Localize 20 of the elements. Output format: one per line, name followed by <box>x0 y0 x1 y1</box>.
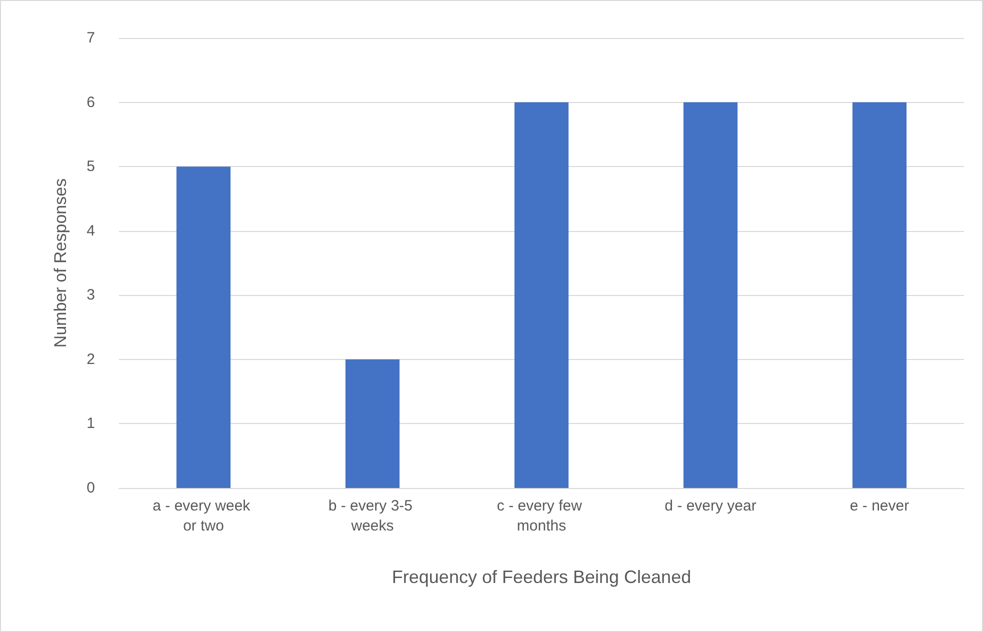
bar <box>514 102 569 488</box>
bar <box>852 102 907 488</box>
x-axis-title: Frequency of Feeders Being Cleaned <box>392 567 692 587</box>
y-tick-label: 6 <box>86 94 95 111</box>
y-tick-label: 7 <box>86 30 95 46</box>
x-tick-label: c - every few months <box>496 498 586 534</box>
y-tick-label: 0 <box>86 480 95 496</box>
y-tick-label: 2 <box>86 350 95 368</box>
y-tick-label: 1 <box>86 415 95 432</box>
y-tick-label: 5 <box>86 158 95 176</box>
x-tick-label: d - every year <box>664 498 756 514</box>
bar <box>176 166 231 488</box>
bar <box>345 359 400 488</box>
y-axis-title: Number of Responses <box>51 178 70 348</box>
x-tick-label: e - never <box>850 498 910 514</box>
y-tick-label: 4 <box>86 222 95 240</box>
bar <box>683 102 738 488</box>
y-tick-label: 3 <box>86 286 95 304</box>
x-tick-label: b - every 3-5 weeks <box>328 498 417 534</box>
x-tick-label: a - every week or two <box>152 498 254 534</box>
